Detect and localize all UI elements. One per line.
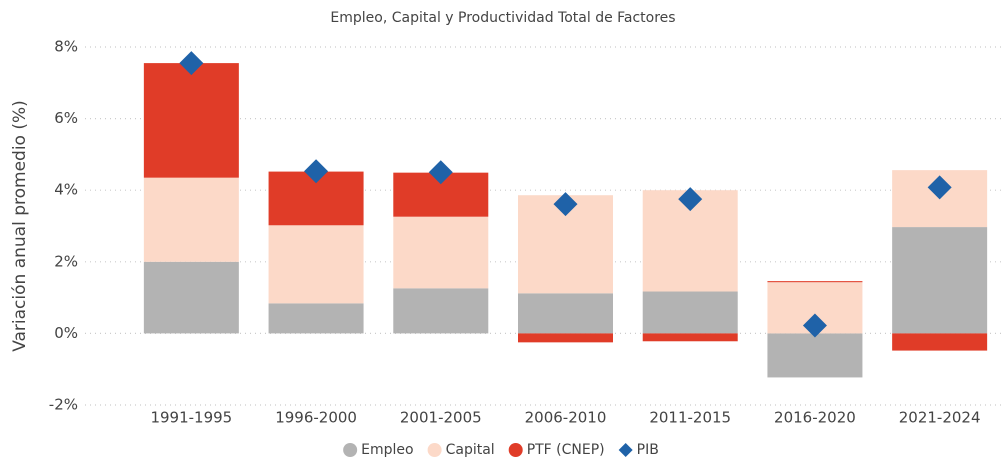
bar-segment bbox=[518, 333, 613, 343]
bar-segment bbox=[143, 63, 239, 178]
bar-segment bbox=[143, 177, 239, 262]
bar-segment bbox=[642, 291, 738, 334]
y-tick-label: 4% bbox=[54, 181, 78, 199]
y-axis-title: Variación anual promedio (%) bbox=[10, 100, 30, 352]
y-tick-label: 0% bbox=[54, 324, 78, 342]
x-tick-label: 2001-2005 bbox=[400, 409, 482, 427]
x-tick-label: 2011-2015 bbox=[649, 409, 731, 427]
legend-marker bbox=[427, 443, 442, 457]
x-tick-label: 1991-1995 bbox=[150, 409, 232, 427]
x-tick-label: 2016-2020 bbox=[774, 409, 856, 427]
bar-segment bbox=[393, 216, 489, 289]
diamond-marker bbox=[304, 159, 329, 184]
bar-segment bbox=[892, 333, 988, 351]
bar-segment bbox=[143, 261, 239, 334]
bar-segment bbox=[642, 333, 738, 342]
legend-label: Capital bbox=[446, 442, 495, 458]
x-tick-label: 1996-2000 bbox=[275, 409, 357, 427]
bar-segment bbox=[518, 293, 613, 334]
bar-segment bbox=[393, 288, 489, 334]
legend-label: PTF (CNEP) bbox=[527, 442, 605, 458]
diamond-marker bbox=[802, 313, 827, 338]
diamond-marker bbox=[553, 192, 578, 217]
x-tick-label: 2006-2010 bbox=[525, 409, 607, 427]
y-tick-label: -2% bbox=[49, 396, 78, 414]
diamond-marker bbox=[179, 51, 204, 76]
bar-segment bbox=[767, 281, 863, 283]
bar-segment bbox=[268, 225, 364, 304]
y-tick-label: 8% bbox=[54, 38, 78, 56]
legend-label: Empleo bbox=[361, 442, 413, 458]
x-tick-label: 2021-2024 bbox=[899, 409, 981, 427]
bar-segment bbox=[268, 303, 364, 334]
legend-marker bbox=[618, 443, 633, 457]
bar-segment bbox=[892, 227, 988, 334]
diamond-marker bbox=[428, 160, 453, 185]
diamond-marker bbox=[678, 187, 703, 212]
diamond-marker bbox=[927, 175, 952, 200]
legend-marker bbox=[508, 443, 523, 457]
y-tick-label: 2% bbox=[54, 252, 78, 270]
y-tick-label: 6% bbox=[54, 109, 78, 127]
legend-label: PIB bbox=[637, 442, 659, 458]
chart-title: Empleo, Capital y Productividad Total de… bbox=[330, 10, 675, 26]
bar-segment bbox=[767, 333, 863, 378]
legend-marker bbox=[343, 443, 358, 457]
